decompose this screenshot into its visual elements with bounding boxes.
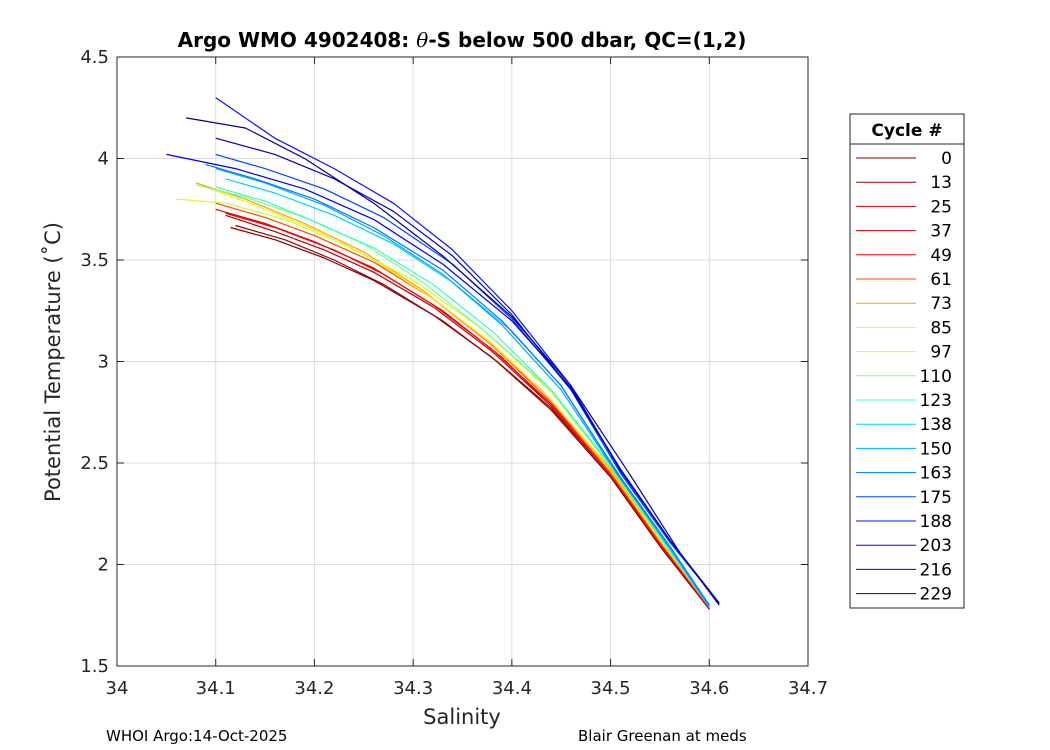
legend-label-37: 37 bbox=[930, 222, 952, 242]
series-line-cycle-49 bbox=[225, 212, 710, 608]
x-tick-label: 34.7 bbox=[788, 678, 828, 699]
y-tick-label: 4.5 bbox=[80, 47, 109, 68]
series-line-cycle-175 bbox=[215, 153, 720, 604]
x-tick-label: 34.4 bbox=[492, 678, 532, 699]
legend-title: Cycle # bbox=[871, 121, 942, 141]
x-tick-label: 34.6 bbox=[689, 678, 729, 699]
series-line-cycle-150 bbox=[215, 168, 710, 608]
y-tick-label: 1.5 bbox=[80, 656, 109, 677]
legend-label-0: 0 bbox=[941, 149, 952, 169]
legend-box bbox=[849, 113, 965, 609]
legend-label-85: 85 bbox=[930, 318, 952, 338]
y-axis-label: Potential Temperature (˚C) bbox=[41, 222, 65, 502]
series-line-cycle-216 bbox=[215, 137, 720, 604]
legend-label-203: 203 bbox=[920, 536, 952, 556]
x-axis-label: Salinity bbox=[423, 705, 501, 729]
series-line-cycle-163 bbox=[205, 164, 710, 606]
legend-label-216: 216 bbox=[920, 560, 952, 580]
y-tick-label: 3.5 bbox=[80, 250, 109, 271]
legend-label-123: 123 bbox=[920, 391, 952, 411]
legend-label-150: 150 bbox=[920, 439, 952, 459]
series-line-cycle-110 bbox=[195, 184, 710, 608]
legend-label-97: 97 bbox=[930, 343, 952, 363]
x-tick-label: 34.5 bbox=[591, 678, 631, 699]
chart-title: Argo WMO 4902408: θ-S below 500 dbar, QC… bbox=[178, 28, 747, 52]
series-line-cycle-85 bbox=[205, 186, 710, 606]
legend-label-175: 175 bbox=[920, 488, 952, 508]
footer-left: WHOI Argo:14-Oct-2025 bbox=[106, 727, 287, 745]
series-group bbox=[166, 97, 720, 610]
y-tick-labels: 1.5 2 2.5 3 3.5 4 4.5 bbox=[80, 47, 109, 677]
legend-label-138: 138 bbox=[920, 415, 952, 435]
y-tick-label: 2 bbox=[98, 555, 109, 576]
x-tick-label: 34 bbox=[106, 678, 129, 699]
y-tick-label: 4 bbox=[98, 149, 109, 170]
x-tick-labels: 34 34.1 34.2 34.3 34.4 34.5 34.6 34.7 bbox=[106, 678, 828, 699]
legend-label-188: 188 bbox=[920, 512, 952, 532]
legend-label-25: 25 bbox=[930, 197, 952, 217]
footer-right: Blair Greenan at meds bbox=[578, 727, 747, 745]
legend-label-61: 61 bbox=[930, 270, 952, 290]
legend-label-229: 229 bbox=[920, 585, 952, 605]
y-tick-label: 3 bbox=[98, 352, 109, 373]
legend-entries: 0 13 25 37 49 61 73 85 97 110 123 138 150 163 175 188 20… bbox=[856, 149, 952, 605]
legend-label-13: 13 bbox=[930, 173, 952, 193]
legend-label-73: 73 bbox=[930, 294, 952, 314]
legend-label-49: 49 bbox=[930, 246, 952, 266]
legend-label-163: 163 bbox=[920, 464, 952, 484]
x-tick-label: 34.2 bbox=[294, 678, 334, 699]
legend-label-110: 110 bbox=[920, 367, 952, 387]
legend: Cycle # 0 13 25 37 49 61 73 85 97 110 123 138 150 163… bbox=[849, 113, 965, 609]
y-tick-label: 2.5 bbox=[80, 453, 109, 474]
x-tick-label: 34.1 bbox=[196, 678, 236, 699]
x-tick-label: 34.3 bbox=[393, 678, 433, 699]
series-line-cycle-229 bbox=[185, 117, 720, 606]
ticks bbox=[116, 56, 809, 667]
